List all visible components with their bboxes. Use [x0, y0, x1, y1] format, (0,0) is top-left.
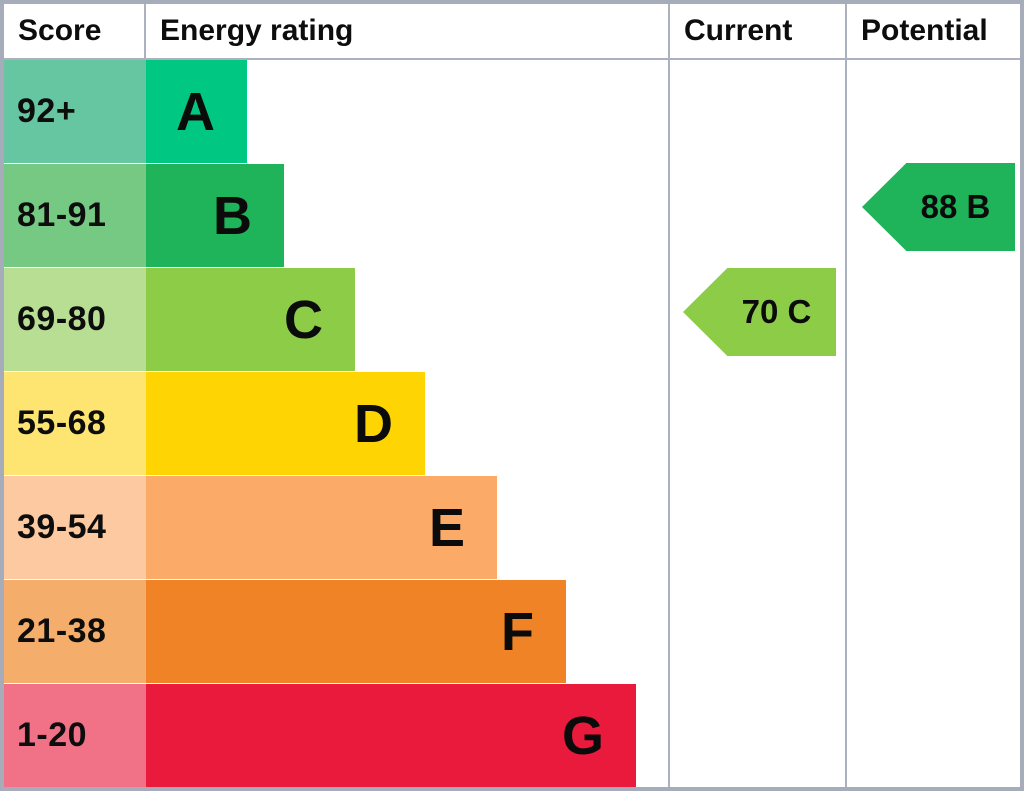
band-score-label: 69-80	[4, 268, 146, 371]
current-rating-label: 70 C	[741, 293, 812, 330]
header-energy-rating: Energy rating	[160, 14, 354, 47]
band-row-c: 69-80 C	[4, 268, 1020, 372]
band-score-label: 39-54	[4, 476, 146, 579]
band-rows: 92+ A 81-91 B 69-80 C 55-68 D 39-54 E 21…	[4, 60, 1020, 787]
band-row-b: 81-91 B	[4, 164, 1020, 268]
header-potential: Potential	[861, 14, 988, 47]
band-row-g: 1-20 G	[4, 684, 1020, 787]
band-score-label: 1-20	[4, 684, 146, 787]
band-bar-b: B	[146, 164, 284, 267]
band-letter: C	[284, 289, 323, 350]
band-bar-a: A	[146, 60, 247, 163]
band-letter: E	[428, 497, 465, 558]
band-letter: A	[176, 81, 215, 142]
header-score: Score	[4, 4, 146, 58]
band-row-a: 92+ A	[4, 60, 1020, 164]
band-row-f: 21-38 F	[4, 580, 1020, 684]
band-score-label: 21-38	[4, 580, 146, 683]
band-bar-g: G	[146, 684, 636, 787]
potential-column-divider	[845, 4, 847, 787]
band-score-label: 55-68	[4, 372, 146, 475]
band-bar-e: E	[146, 476, 497, 579]
band-letter: F	[501, 601, 534, 662]
band-letter: B	[213, 185, 252, 246]
potential-rating-label: 88 B	[920, 188, 991, 225]
band-row-e: 39-54 E	[4, 476, 1020, 580]
current-column-divider	[668, 4, 670, 787]
band-bar-d: D	[146, 372, 425, 475]
band-row-d: 55-68 D	[4, 372, 1020, 476]
band-letter: D	[354, 393, 393, 454]
band-bar-c: C	[146, 268, 355, 371]
band-score-label: 92+	[4, 60, 146, 163]
band-letter: G	[561, 705, 604, 766]
header-current: Current	[684, 14, 793, 47]
band-score-label: 81-91	[4, 164, 146, 267]
table-header: Score Energy rating Current Potential	[4, 4, 1020, 60]
band-bar-f: F	[146, 580, 566, 683]
